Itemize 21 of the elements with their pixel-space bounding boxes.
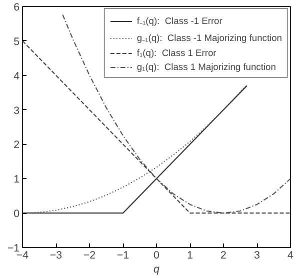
line-series: [62, 14, 290, 214]
x-axis-title: q: [154, 264, 160, 276]
x-tick-label: 2: [220, 250, 227, 262]
legend-label: f₋₁(q): Class -1 Error: [136, 15, 222, 27]
y-tick-label: 0: [14, 208, 20, 220]
y-tick-label: 3: [14, 104, 20, 117]
legend-label: g₋₁(q): Class -1 Majorizing function: [136, 32, 282, 44]
legend-label: g₁(q): Class 1 Majorizing function: [136, 62, 276, 72]
x-tick-label: 3: [254, 250, 260, 262]
legend-label: f₁(q): Class 1 Error: [136, 48, 216, 58]
x-tick-label: −3: [50, 250, 62, 262]
y-tick-label: 2: [14, 139, 20, 152]
x-tick-label: 0: [154, 250, 160, 262]
y-tick-label: 6: [14, 2, 20, 14]
x-tick-label: 4: [288, 250, 294, 262]
x-tick-label: −1: [116, 250, 130, 262]
y-tick-label: 4: [14, 70, 20, 82]
y-tick-label: 1: [14, 174, 20, 186]
y-tick-label: 5: [14, 36, 20, 48]
x-tick-label: 1: [187, 250, 194, 262]
x-tick-label: −2: [83, 250, 96, 262]
